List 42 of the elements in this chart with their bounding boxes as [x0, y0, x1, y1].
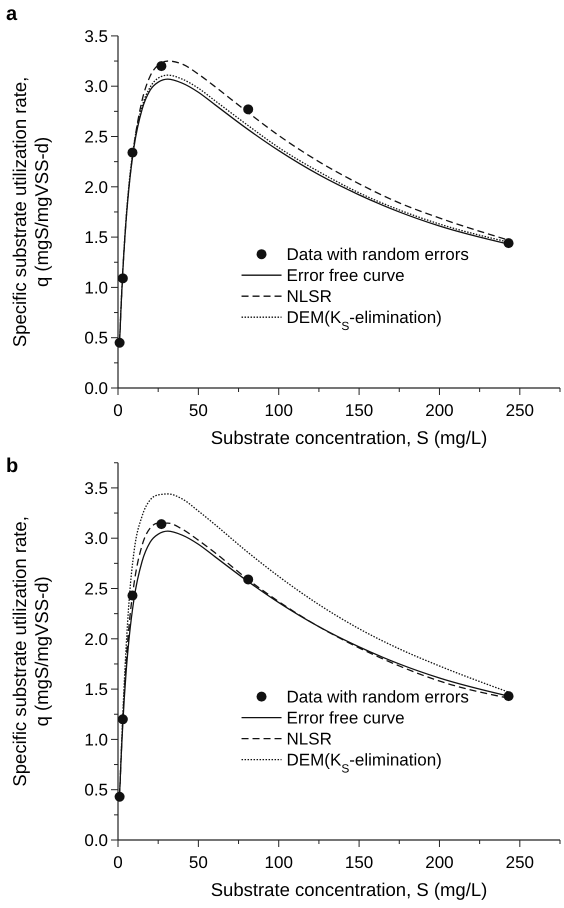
- y-tick-label: 3.0: [84, 77, 108, 96]
- legend-label: NLSR: [286, 287, 332, 306]
- x-tick-label: 50: [188, 853, 208, 872]
- y-tick-label: 1.0: [84, 730, 108, 750]
- legend-label: Error free curve: [286, 266, 405, 286]
- x-tick-label: 150: [344, 853, 374, 872]
- y-tick-label: 2.0: [84, 178, 108, 197]
- y-tick-label: 0.5: [84, 780, 108, 800]
- x-axis-title: Substrate concentration, S (mg/L): [210, 427, 488, 448]
- y-tick-label: 2.0: [84, 630, 108, 649]
- y-tick-label: 0.0: [84, 378, 108, 398]
- y-tick-label: 1.5: [84, 680, 108, 700]
- x-tick-label: 0: [113, 853, 123, 872]
- y-tick-label: 3.5: [84, 26, 108, 46]
- legend-label: NLSR: [286, 730, 332, 749]
- y-tick-label: 3.0: [84, 529, 108, 548]
- x-tick-label: 100: [264, 401, 293, 420]
- legend-label: DEM(K$_{S}$-elimination): [286, 750, 442, 776]
- x-tick-label: 100: [264, 853, 293, 872]
- x-tick-label: 0: [113, 401, 123, 420]
- y-axis-title: Specific substrate utilization rate, q (mgS/mgVSS-d): [9, 516, 52, 787]
- x-axis-title: Substrate concentration, S (mg/L): [210, 879, 488, 900]
- x-tick-label: 200: [425, 401, 454, 420]
- chart-title: b: [6, 455, 18, 477]
- legend-label: Data with random errors: [286, 688, 469, 707]
- x-tick-label: 250: [506, 401, 534, 420]
- y-tick-label: 1.0: [84, 278, 108, 298]
- x-tick-label: 200: [425, 853, 454, 872]
- chart-title: a: [6, 3, 18, 25]
- y-tick-label: 1.5: [84, 228, 108, 248]
- y-tick-label: 0.5: [84, 328, 108, 348]
- y-axis-title: Specific substrate utilization rate, q (mgS/mgVSS-d): [9, 76, 52, 348]
- legend-label: Error free curve: [286, 708, 405, 728]
- y-tick-label: 2.5: [84, 127, 108, 146]
- x-tick-label: 250: [506, 853, 534, 872]
- y-tick-label: 0.0: [84, 830, 108, 850]
- legend-label: Data with random errors: [286, 245, 469, 264]
- y-tick-label: 3.5: [84, 478, 108, 498]
- legend-label: DEM(K$_{S}$-elimination): [286, 308, 442, 334]
- y-tick-label: 2.5: [84, 579, 108, 598]
- x-tick-label: 50: [188, 401, 208, 420]
- x-tick-label: 150: [344, 401, 374, 420]
